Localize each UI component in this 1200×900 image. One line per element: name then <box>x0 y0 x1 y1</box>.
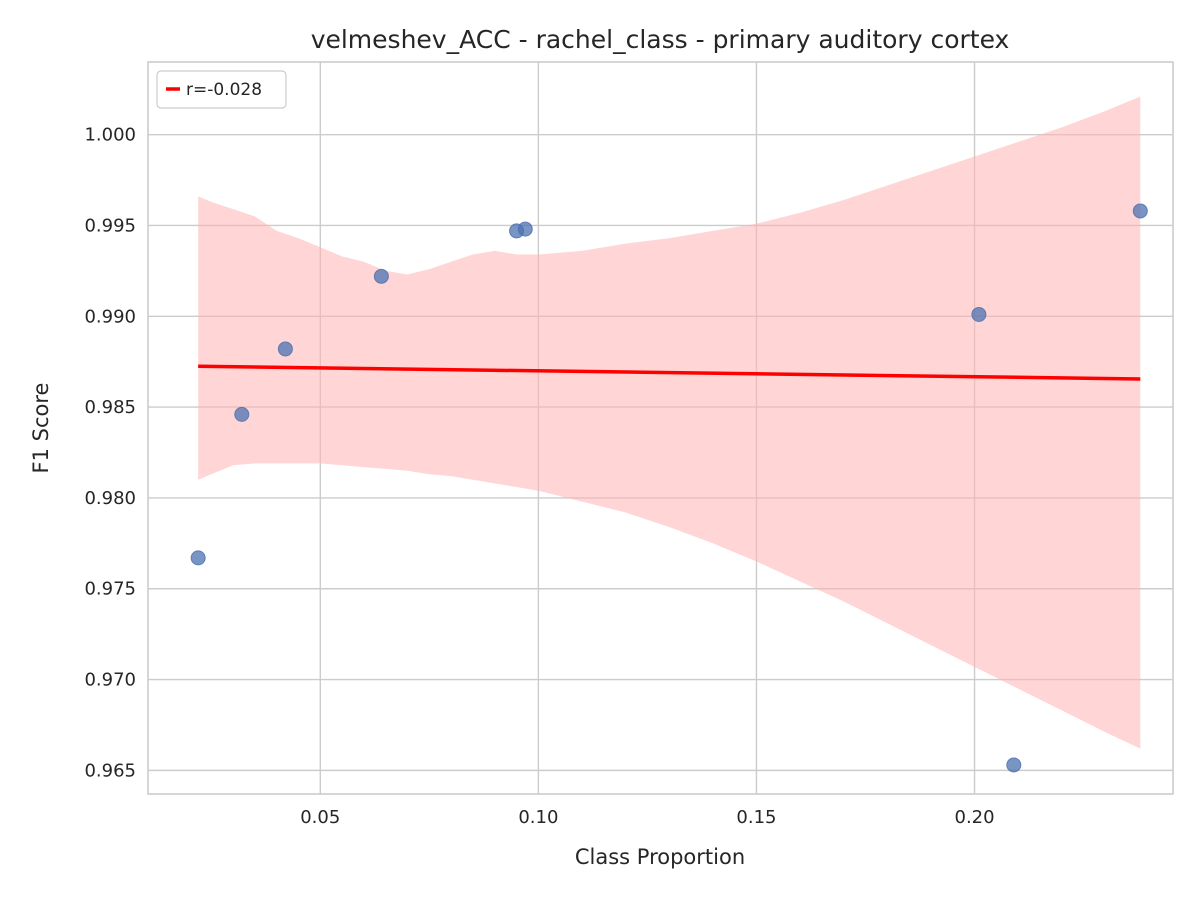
data-points-layer <box>190 203 1148 773</box>
data-point <box>971 306 987 322</box>
data-point <box>517 221 533 237</box>
data-point <box>190 550 206 566</box>
y-tick-label: 0.980 <box>84 488 136 509</box>
fit-line-layer <box>198 364 1141 381</box>
confidence-band <box>198 96 1141 749</box>
y-axis-label: F1 Score <box>29 383 53 474</box>
y-tick-label: 0.990 <box>84 306 136 327</box>
x-tick-label: 0.05 <box>300 807 340 828</box>
legend: r=-0.028 <box>156 70 287 109</box>
confidence-band-layer <box>198 96 1141 749</box>
y-tick-label: 0.965 <box>84 760 136 781</box>
x-tick-label: 0.20 <box>955 807 995 828</box>
data-point <box>1132 203 1148 219</box>
legend-box <box>156 70 287 109</box>
x-tick-labels: 0.05 0.10 0.15 0.20 <box>300 807 994 828</box>
chart-title: velmeshev_ACC - rachel_class - primary a… <box>311 25 1010 54</box>
x-axis-label: Class Proportion <box>575 845 745 869</box>
y-tick-label: 0.975 <box>84 579 136 600</box>
x-tick-label: 0.15 <box>736 807 776 828</box>
y-tick-label: 1.000 <box>84 125 136 146</box>
data-point <box>373 268 389 284</box>
data-point <box>1006 757 1022 773</box>
y-tick-labels: 0.965 0.970 0.975 0.980 0.985 0.990 0.995 1.000 <box>84 125 136 782</box>
legend-entry-label: r=-0.028 <box>186 80 262 100</box>
y-tick-label: 0.985 <box>84 397 136 418</box>
data-point <box>277 341 293 357</box>
data-point <box>234 406 250 422</box>
regression-line <box>198 364 1141 381</box>
y-tick-label: 0.995 <box>84 215 136 236</box>
y-tick-label: 0.970 <box>84 670 136 691</box>
plot-frame <box>147 61 1174 795</box>
x-tick-label: 0.10 <box>518 807 558 828</box>
